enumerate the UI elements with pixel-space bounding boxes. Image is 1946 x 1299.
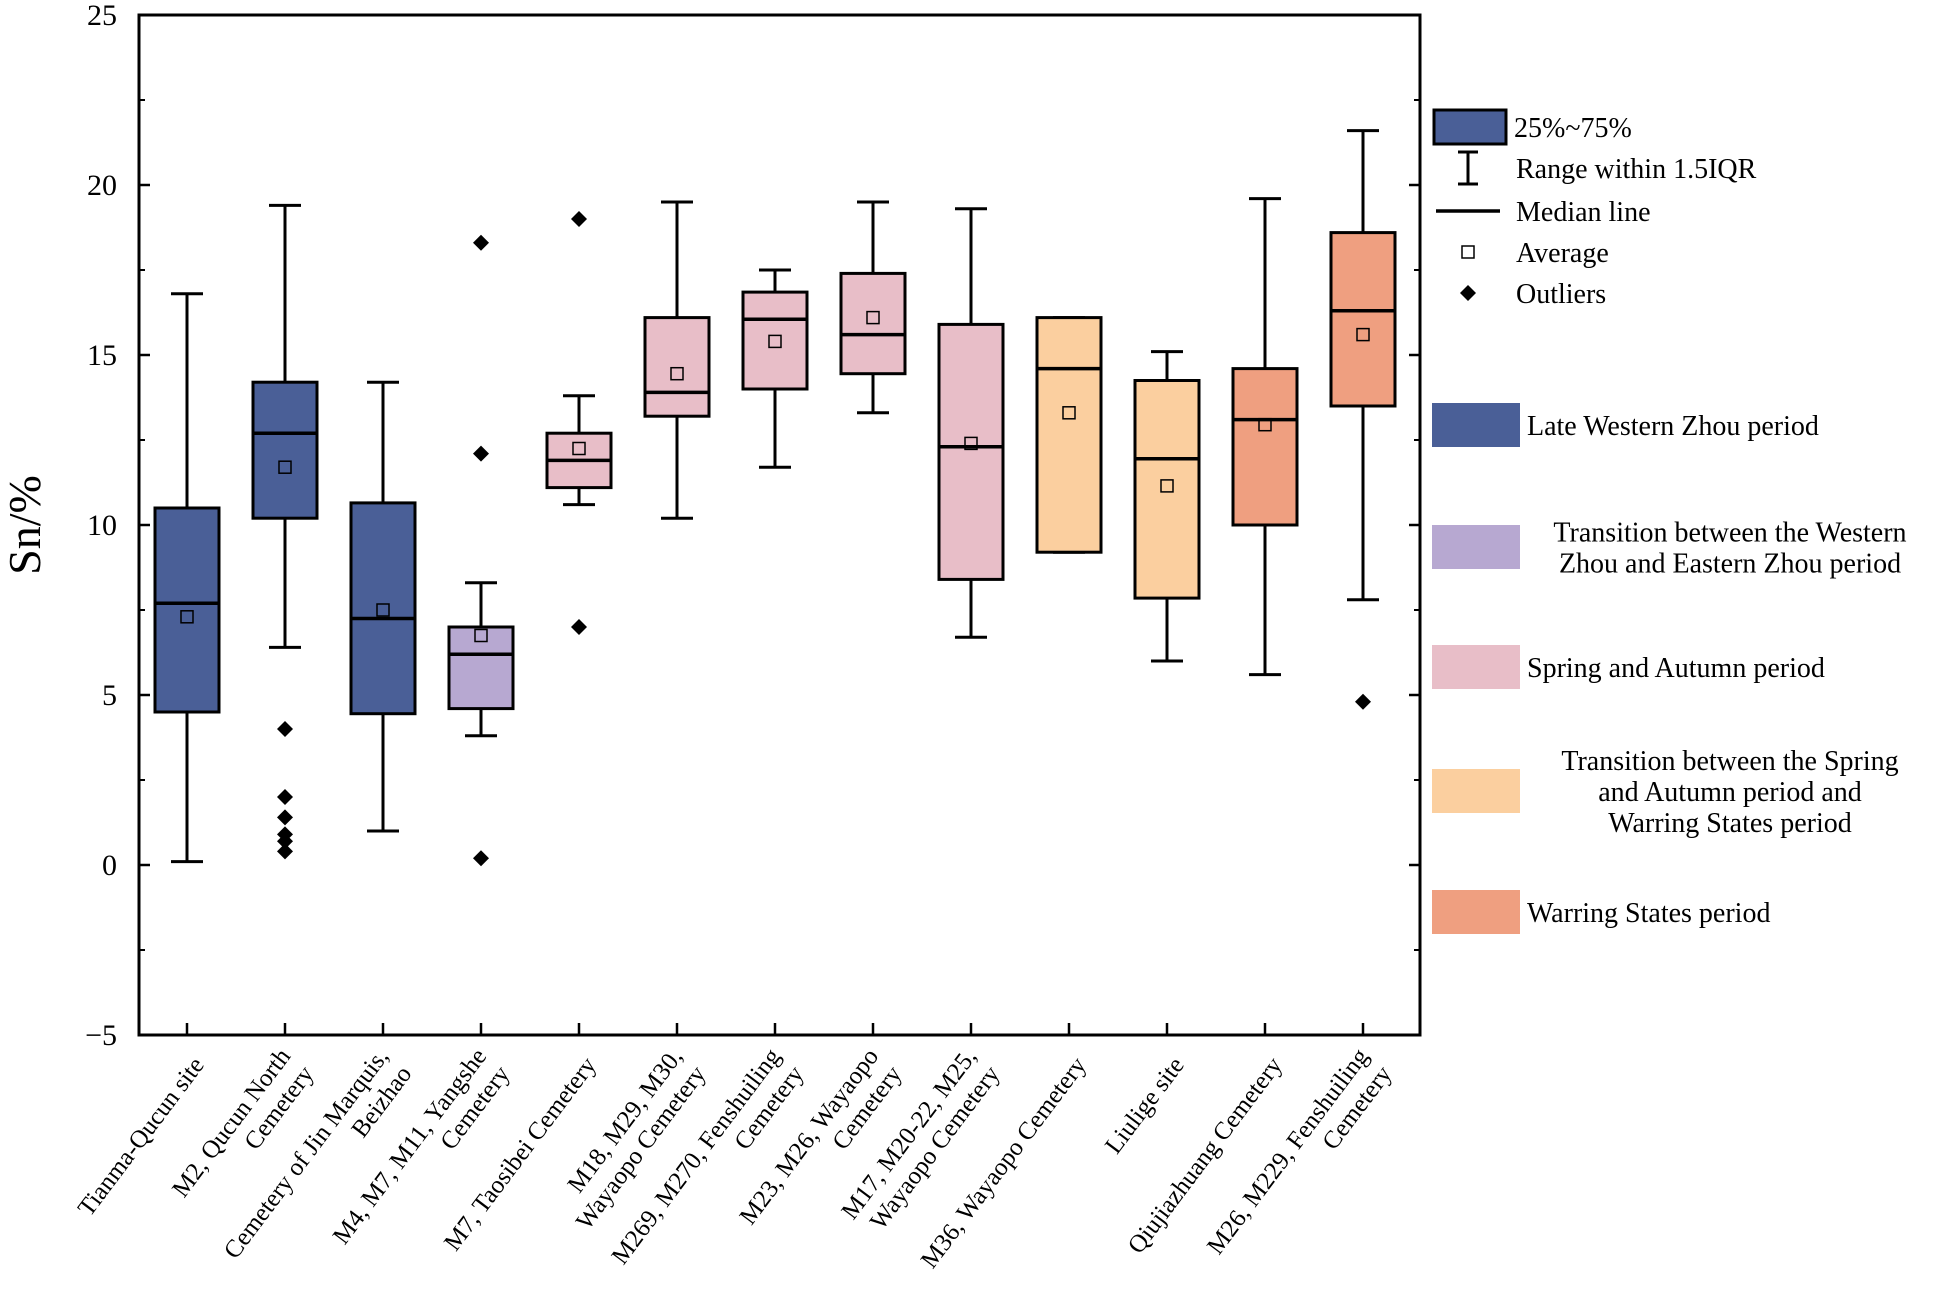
mean-marker (474, 628, 488, 643)
mean-marker (572, 441, 586, 456)
outlier-marker (473, 234, 489, 251)
mean-marker (964, 436, 978, 451)
box-plot-item (937, 207, 1005, 639)
box-plot-item (839, 200, 907, 415)
iqr-box (1231, 367, 1299, 527)
iqr-box (447, 625, 515, 711)
iqr-box (349, 501, 417, 716)
y-tick-label: 0 (102, 849, 117, 882)
legend-mean-marker (1461, 245, 1475, 259)
legend-period-label: Transition between the Spring (1561, 746, 1898, 777)
iqr-box (1329, 231, 1397, 408)
legend-period-item: Spring and Autumn period (1432, 645, 1825, 689)
mean-marker (1356, 327, 1370, 342)
box-plot-item (1035, 316, 1103, 554)
outlier-marker (473, 850, 489, 867)
mean-marker (1062, 406, 1076, 420)
legend-period-label: Late Western Zhou period (1527, 411, 1819, 442)
legend-symbol-outlier: Outliers (1460, 279, 1606, 310)
mean-marker (1258, 417, 1272, 432)
iqr-box (251, 380, 319, 520)
y-tick-label: 25 (87, 0, 117, 32)
legend-symbol-label: Outliers (1516, 279, 1606, 310)
box-plot-item (251, 203, 319, 860)
outlier-marker (277, 721, 293, 737)
iqr-box (153, 506, 221, 714)
outlier-marker (277, 833, 293, 850)
iqr-box (643, 316, 711, 418)
legend-period-swatch (1432, 645, 1520, 689)
legend-period-label: Transition between the Western (1553, 518, 1906, 549)
legend-outlier-marker (1460, 285, 1476, 301)
mean-marker (866, 310, 880, 325)
legend-symbol-mean: Average (1461, 238, 1609, 269)
box-plot-item (349, 380, 417, 833)
y-tick-label: 10 (87, 509, 117, 542)
outlier-marker (473, 445, 489, 462)
x-category-label: Liulige site (1100, 1052, 1190, 1159)
legend-symbol-label: Average (1516, 238, 1609, 269)
legend-symbol-box: 25%~75% (1432, 108, 1632, 146)
legend-period-item: Warring States period (1432, 890, 1770, 934)
legend-period-label: and Autumn period and (1598, 777, 1862, 808)
iqr-box (937, 322, 1005, 581)
outlier-marker (277, 789, 293, 805)
outlier-marker (571, 619, 587, 635)
mean-marker (180, 610, 194, 624)
mean-marker (670, 366, 684, 381)
legend-period-label: Spring and Autumn period (1527, 653, 1825, 684)
box-plot-item (545, 211, 613, 635)
legend-period-label: Zhou and Eastern Zhou period (1559, 549, 1901, 580)
legend-period-swatch (1432, 525, 1520, 569)
x-category-label-line: Liulige site (1100, 1052, 1190, 1159)
y-axis-label: Sn/% (0, 475, 50, 575)
box-plot-item (1133, 350, 1201, 663)
mean-marker (278, 460, 292, 474)
legend-symbol-median: Median line (1436, 197, 1651, 228)
y-tick-label: 15 (87, 339, 117, 372)
mean-marker (376, 603, 390, 617)
box-plot-item (447, 234, 515, 867)
mean-marker (768, 334, 782, 349)
box-plot-item (1231, 197, 1299, 677)
legend-period-label: Warring States period (1608, 808, 1851, 839)
legend-symbol-label: Median line (1516, 197, 1651, 228)
legend-period-label: Warring States period (1527, 898, 1770, 929)
plot-frame (137, 13, 1422, 1037)
outlier-marker (277, 843, 293, 860)
legend-symbol-label: Range within 1.5IQR (1516, 154, 1757, 185)
box-plot-item (643, 200, 711, 520)
legend-box-swatch (1432, 108, 1508, 146)
x-category-label-line: M26, M229, Fenshuiling (1202, 1043, 1374, 1259)
outlier-marker (277, 809, 293, 826)
iqr-box (1133, 379, 1201, 600)
y-tick-label: 20 (87, 169, 117, 202)
legend-period-swatch (1432, 769, 1520, 813)
iqr-box (1035, 316, 1103, 554)
box-plot-item (741, 268, 809, 469)
box-plot-item (1329, 129, 1397, 710)
outlier-marker (571, 211, 587, 227)
legend-period-item: Late Western Zhou period (1432, 403, 1819, 447)
legend-symbol-label: 25%~75% (1514, 113, 1632, 144)
y-tick-label: 5 (102, 679, 117, 712)
y-tick-label: −5 (85, 1019, 117, 1052)
legend-symbol-range: Range within 1.5IQR (1458, 150, 1757, 186)
legend-period-swatch (1432, 403, 1520, 447)
box-plot-item (153, 292, 221, 864)
mean-marker (1160, 479, 1174, 493)
legend-period-swatch (1432, 890, 1520, 934)
outlier-marker (1355, 693, 1371, 710)
iqr-box (741, 290, 809, 391)
